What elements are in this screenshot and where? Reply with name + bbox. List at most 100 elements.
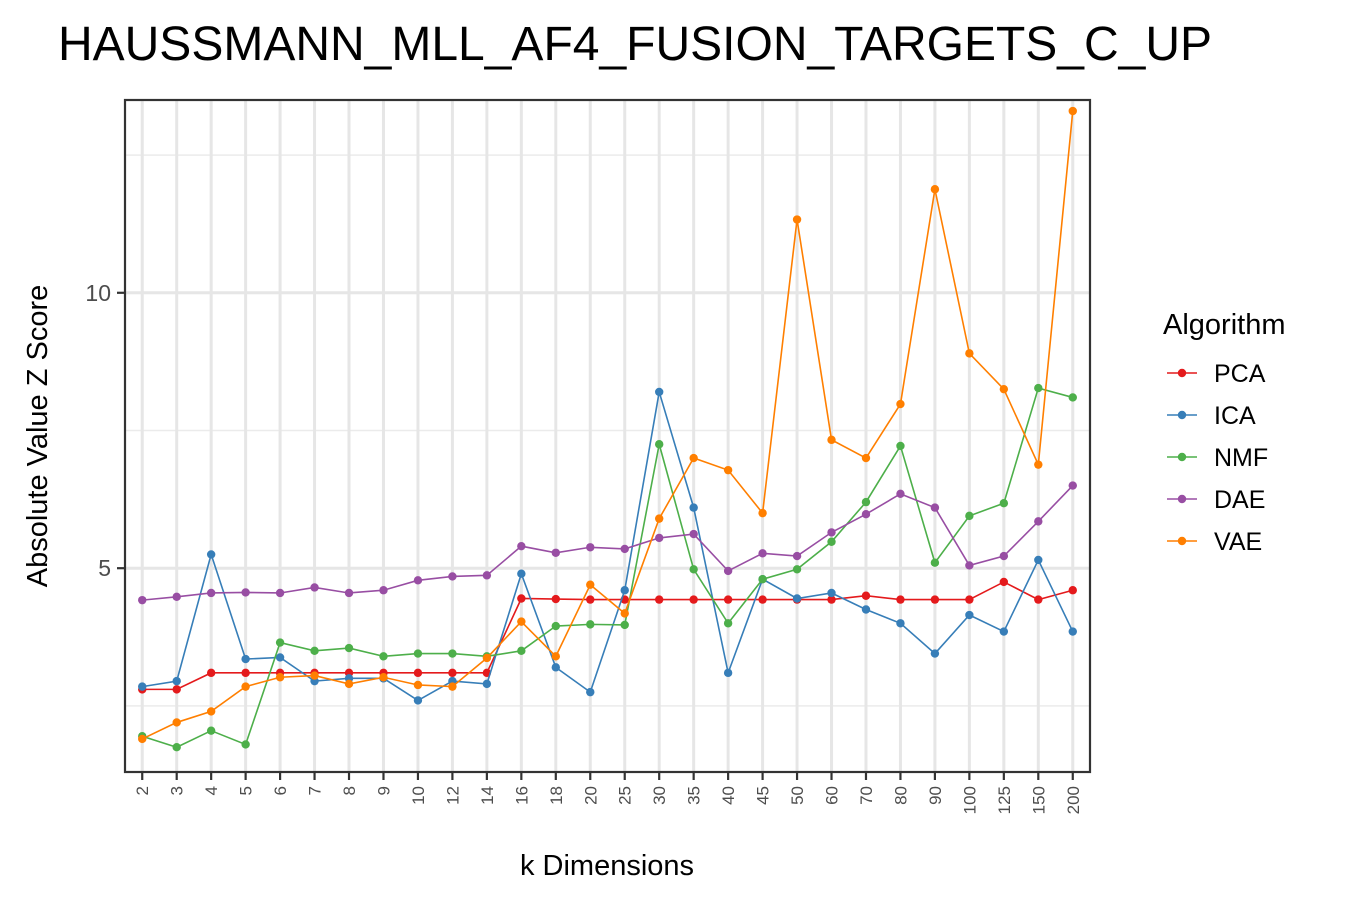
data-point-dae bbox=[172, 592, 181, 602]
data-point-vae bbox=[758, 508, 767, 518]
data-point-vae bbox=[1068, 106, 1077, 116]
data-point-nmf bbox=[275, 638, 285, 647]
x-tick-label: 8 bbox=[340, 786, 359, 795]
data-point-nmf bbox=[620, 620, 629, 630]
data-point-ica bbox=[689, 503, 698, 512]
data-point-vae bbox=[517, 617, 526, 626]
data-point-dae bbox=[965, 561, 974, 570]
data-point-nmf bbox=[930, 558, 940, 567]
data-point-vae bbox=[379, 673, 388, 682]
data-point-dae bbox=[689, 529, 698, 539]
data-point-nmf bbox=[448, 649, 457, 658]
data-point-dae bbox=[206, 588, 216, 598]
legend-key-point bbox=[1177, 494, 1187, 504]
x-tick-label: 6 bbox=[271, 786, 290, 795]
data-point-dae bbox=[896, 489, 905, 499]
data-point-dae bbox=[482, 571, 492, 580]
data-point-dae bbox=[723, 566, 733, 576]
data-point-pca bbox=[965, 595, 974, 604]
data-point-nmf bbox=[689, 565, 698, 574]
x-tick-label: 18 bbox=[547, 786, 566, 805]
x-tick-label: 25 bbox=[616, 786, 635, 805]
data-point-ica bbox=[792, 594, 802, 603]
data-point-ica bbox=[1068, 627, 1077, 636]
legend: Algorithm PCA ICA NMF DAE VAE bbox=[1163, 309, 1286, 556]
x-tick-label: 2 bbox=[133, 786, 152, 795]
x-tick-label: 125 bbox=[995, 786, 1014, 814]
data-point-pca bbox=[1034, 595, 1043, 604]
legend-item-dae: DAE bbox=[1167, 486, 1265, 514]
data-point-dae bbox=[413, 576, 423, 585]
data-point-vae bbox=[861, 453, 871, 463]
x-tick-label: 40 bbox=[719, 786, 738, 805]
data-point-vae bbox=[206, 707, 216, 716]
data-point-nmf bbox=[413, 649, 423, 658]
data-point-vae bbox=[999, 384, 1009, 394]
series-ica bbox=[138, 387, 1077, 705]
series-nmf bbox=[138, 383, 1077, 752]
data-point-ica bbox=[1034, 555, 1043, 565]
data-point-pca bbox=[172, 685, 181, 694]
y-tick-label: 10 bbox=[85, 280, 111, 306]
data-point-ica bbox=[206, 550, 216, 559]
data-point-pca bbox=[930, 595, 940, 604]
data-point-ica bbox=[827, 588, 836, 598]
data-point-nmf bbox=[654, 440, 664, 449]
data-point-nmf bbox=[1068, 393, 1077, 402]
data-point-ica bbox=[275, 653, 285, 662]
data-point-vae bbox=[723, 465, 733, 475]
legend-item-ica: ICA bbox=[1167, 402, 1256, 430]
data-point-nmf bbox=[586, 620, 595, 629]
x-tick-label: 30 bbox=[650, 786, 669, 805]
data-point-pca bbox=[551, 594, 561, 604]
data-point-vae bbox=[551, 652, 561, 661]
data-point-vae bbox=[413, 680, 423, 690]
data-point-nmf bbox=[827, 537, 836, 546]
data-point-nmf bbox=[344, 643, 354, 653]
x-tick-label: 20 bbox=[581, 786, 600, 805]
data-point-ica bbox=[517, 569, 526, 578]
data-point-dae bbox=[1034, 517, 1043, 526]
data-point-nmf bbox=[999, 499, 1009, 508]
series-dae bbox=[138, 481, 1077, 605]
data-point-nmf bbox=[241, 740, 250, 749]
data-point-vae bbox=[482, 653, 492, 663]
data-point-nmf bbox=[792, 565, 802, 574]
data-point-vae bbox=[448, 682, 457, 691]
data-point-dae bbox=[379, 586, 388, 595]
data-point-dae bbox=[620, 544, 629, 554]
legend-key-point bbox=[1177, 452, 1187, 462]
data-point-vae bbox=[689, 453, 698, 463]
data-point-nmf bbox=[310, 646, 319, 656]
data-point-dae bbox=[654, 533, 664, 543]
data-point-vae bbox=[654, 514, 664, 523]
x-tick-label: 14 bbox=[478, 786, 497, 805]
data-point-vae bbox=[344, 679, 354, 689]
legend-key-point bbox=[1177, 536, 1187, 546]
series-line-vae bbox=[141, 110, 1074, 740]
plot-border bbox=[123, 98, 1092, 774]
data-point-ica bbox=[413, 696, 423, 705]
data-point-ica bbox=[620, 586, 629, 595]
data-point-nmf bbox=[861, 497, 871, 507]
data-point-vae bbox=[172, 718, 181, 727]
data-point-pca bbox=[827, 595, 836, 604]
data-point-ica bbox=[654, 387, 664, 397]
data-point-pca bbox=[861, 591, 871, 600]
data-point-dae bbox=[792, 551, 802, 561]
data-point-vae bbox=[275, 673, 285, 682]
data-point-dae bbox=[551, 548, 561, 557]
x-tick-label: 50 bbox=[788, 786, 807, 805]
y-tick-label: 5 bbox=[98, 555, 111, 581]
data-point-ica bbox=[965, 610, 974, 620]
legend-item-nmf: NMF bbox=[1167, 444, 1268, 472]
x-tick-label: 70 bbox=[857, 786, 876, 805]
legend-item-pca: PCA bbox=[1167, 360, 1266, 388]
data-point-nmf bbox=[965, 511, 974, 521]
data-point-dae bbox=[275, 588, 285, 598]
series-vae bbox=[138, 106, 1077, 744]
data-point-ica bbox=[930, 649, 940, 658]
data-point-dae bbox=[344, 588, 354, 598]
data-point-dae bbox=[138, 595, 147, 605]
